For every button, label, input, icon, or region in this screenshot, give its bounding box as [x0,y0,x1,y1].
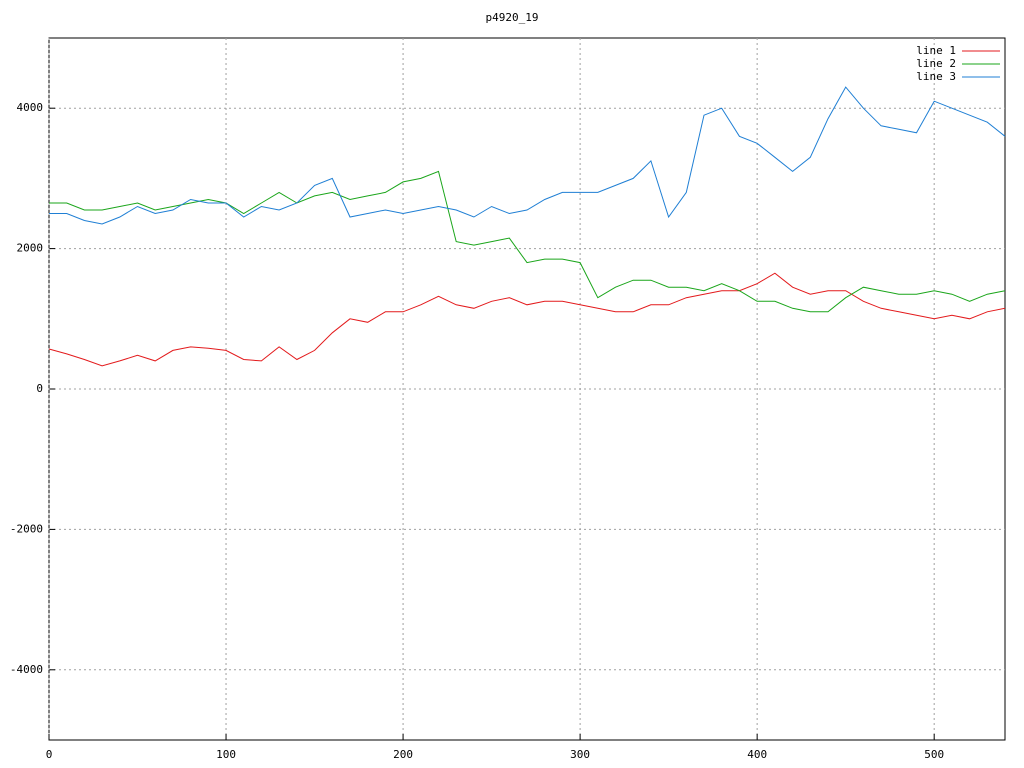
y-tick-label: -2000 [10,522,43,535]
x-tick-label: 400 [747,748,767,761]
y-tick-label: 4000 [17,101,44,114]
legend-label: line 2 [916,57,956,70]
x-tick-label: 100 [216,748,236,761]
x-tick-label: 0 [46,748,53,761]
line-series [49,86,1006,225]
x-tick-label: 200 [393,748,413,761]
x-tick-label: 300 [570,748,590,761]
x-tick-label: 500 [924,748,944,761]
y-tick-label: 2000 [17,242,44,255]
legend-label: line 3 [916,70,956,83]
line-series [48,272,1006,367]
y-tick-label: -4000 [10,663,43,676]
line-series [49,170,1006,313]
y-tick-label: 0 [36,382,43,395]
plot-border [48,37,1006,741]
chart-title: p4920_19 [486,11,539,24]
legend-label: line 1 [916,44,956,57]
